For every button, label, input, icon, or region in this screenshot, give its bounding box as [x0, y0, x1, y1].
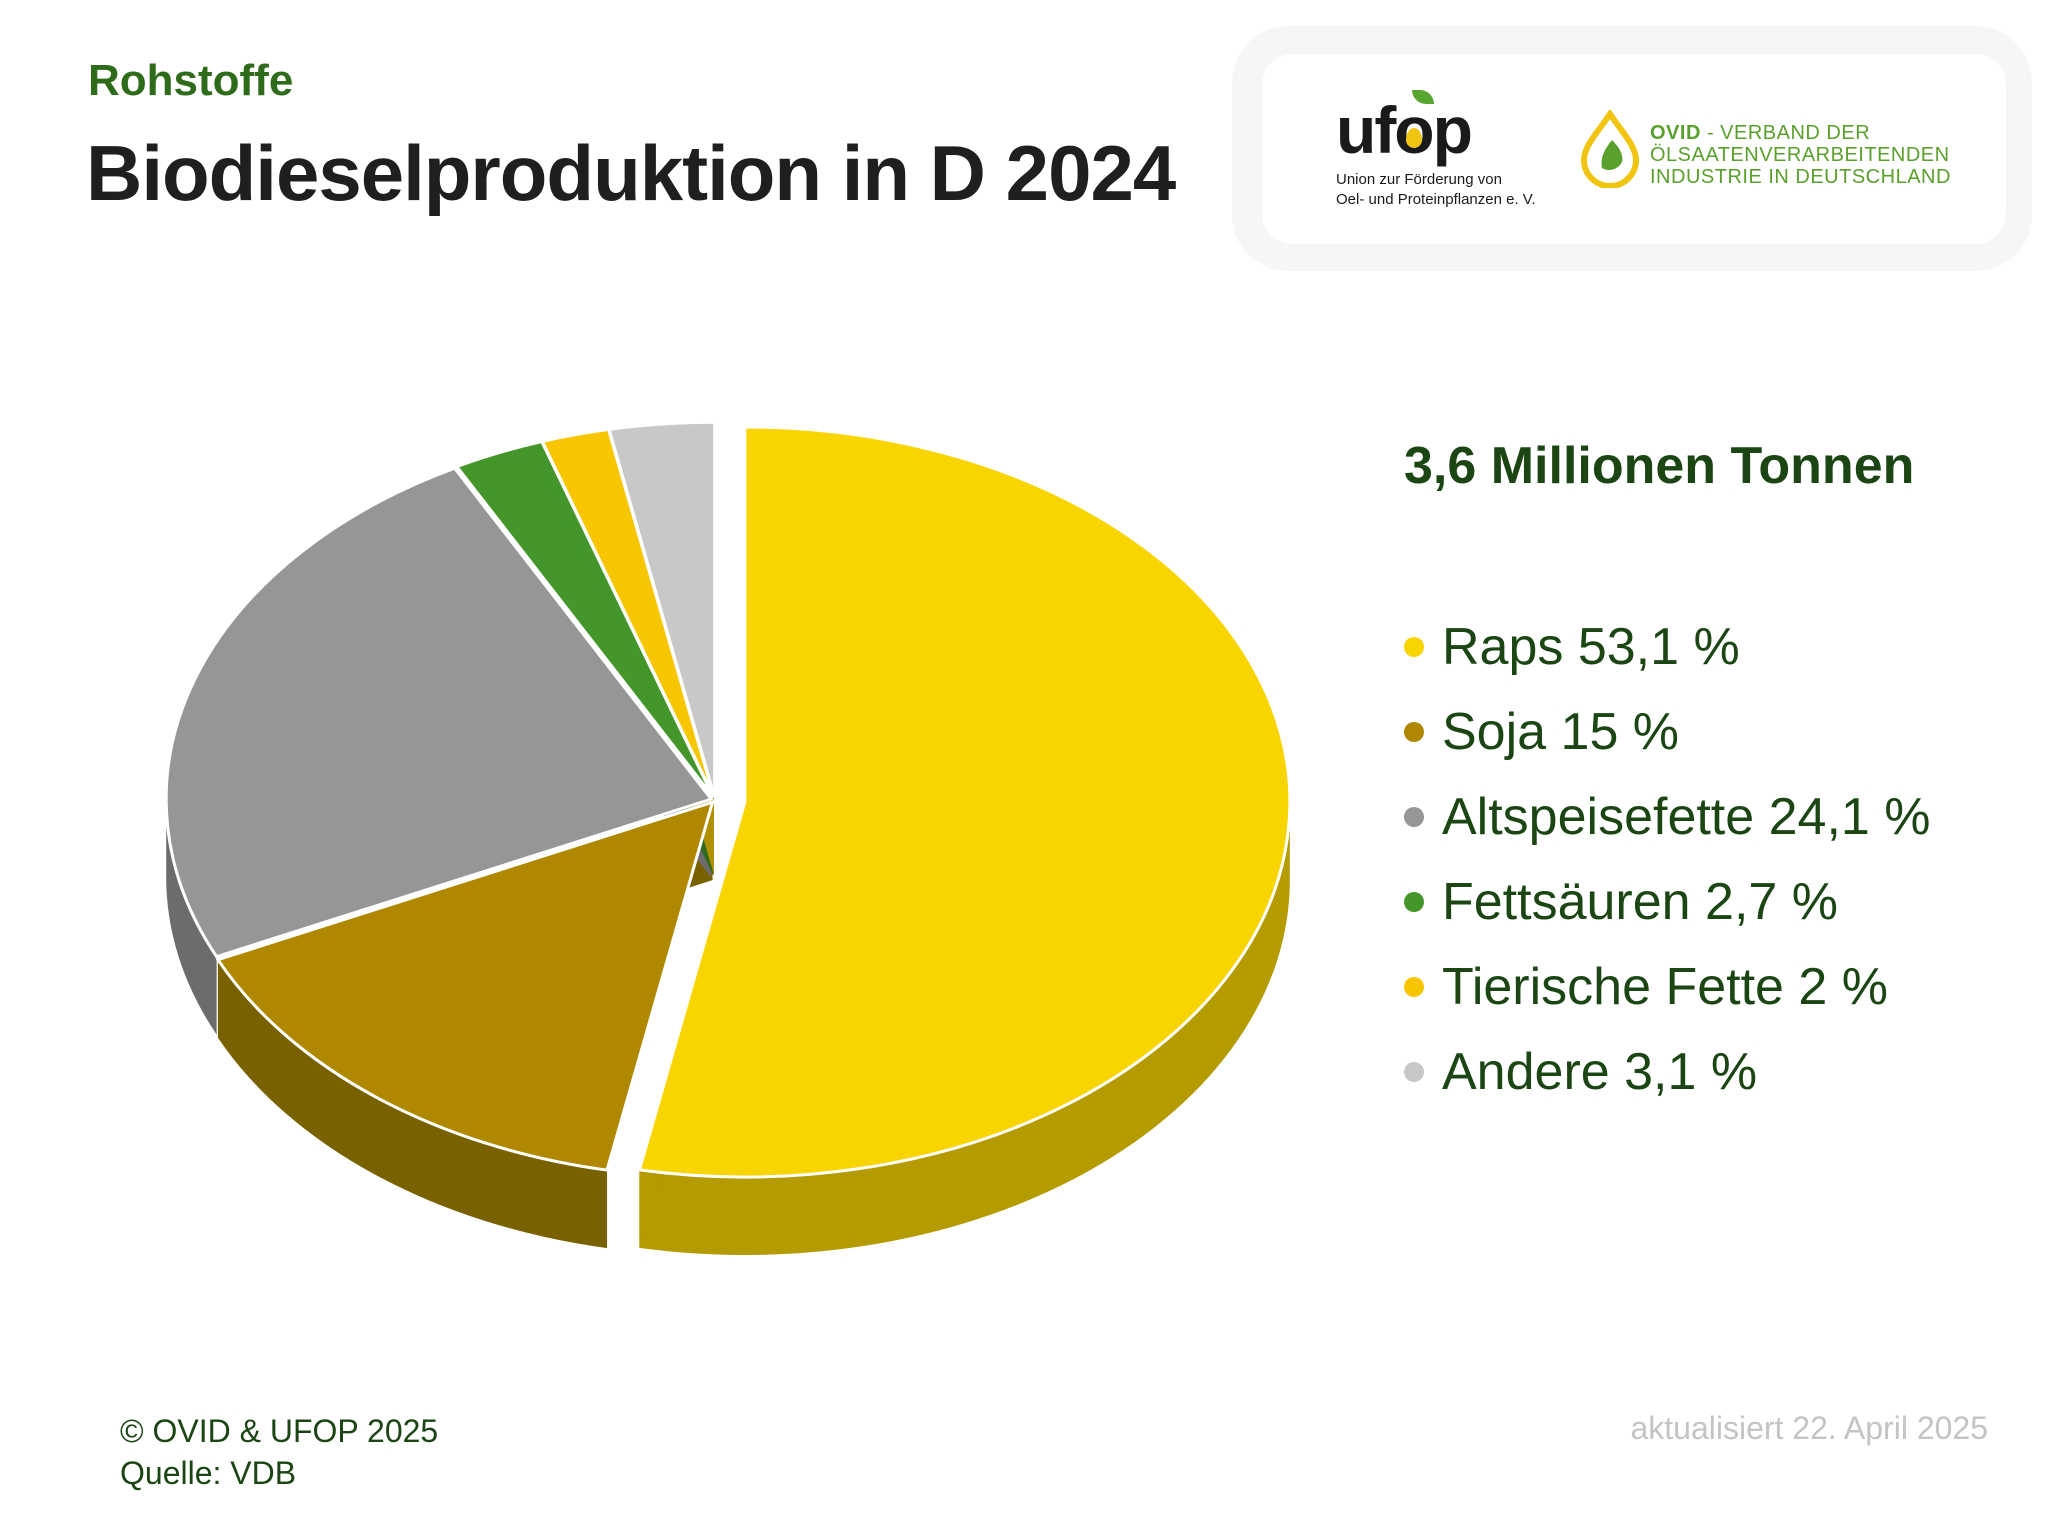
ufop-subtitle: Union zur Förderung von Oel- und Protein… [1336, 170, 1536, 210]
legend-dot-icon [1404, 721, 1424, 742]
ovid-drop-icon [1580, 110, 1640, 188]
legend-label: Tierische Fette 2 % [1442, 957, 1889, 1016]
ovid-wordmark: OVID - VERBAND DER ÖLSAATENVERARBEITENDE… [1650, 122, 1951, 188]
legend-label: Soja 15 % [1442, 702, 1680, 761]
updated-date: aktualisiert 22. April 2025 [1630, 1410, 1988, 1446]
legend-label: Andere 3,1 % [1442, 1042, 1758, 1101]
copyright-text: © OVID & UFOP 2025 [120, 1413, 439, 1449]
pie-slice-2 [164, 466, 714, 959]
legend-item-1: Soja 15 % [1404, 689, 1931, 774]
ovid-name: OVID [1650, 122, 1701, 144]
leaf-icon [1412, 90, 1434, 104]
footer-credits: © OVID & UFOP 2025 Quelle: VDB [120, 1410, 438, 1494]
ovid-line-3: INDUSTRIE IN DEUTSCHLAND [1650, 166, 1951, 188]
pie-side-1 [217, 959, 608, 1249]
legend-label: Raps 53,1 % [1442, 617, 1740, 676]
pie-slice-1 [215, 799, 715, 1172]
pie-chart [164, 420, 1292, 1256]
ufop-subtitle-line-1: Union zur Förderung von [1336, 171, 1502, 188]
source-text: Quelle: VDB [120, 1455, 297, 1491]
legend-label: Fettsäuren 2,7 % [1442, 872, 1838, 931]
legend-item-2: Altspeisefette 24,1 % [1404, 774, 1931, 859]
pie-slice-0 [637, 425, 1292, 1179]
legend-dot-icon [1404, 891, 1424, 912]
pie-side-2 [166, 799, 217, 1035]
legend-item-5: Andere 3,1 % [1404, 1029, 1931, 1114]
page-title: Biodieselproduktion in D 2024 [86, 129, 1176, 217]
legend-item-0: Raps 53,1 % [1404, 604, 1931, 689]
legend-dot-icon [1404, 636, 1424, 657]
ufop-logo: ufop [1336, 93, 1473, 167]
legend-dot-icon [1404, 806, 1424, 827]
kicker-label: Rohstoffe [88, 56, 294, 105]
oil-drop-icon [1406, 128, 1422, 148]
legend-item-3: Fettsäuren 2,7 % [1404, 859, 1931, 944]
legend-dot-icon [1404, 1061, 1424, 1082]
pie-slice-5 [607, 420, 717, 798]
ovid-line-2: ÖLSAATENVERARBEITENDEN [1650, 144, 1950, 166]
ufop-subtitle-line-2: Oel- und Proteinpflanzen e. V. [1336, 191, 1536, 208]
pie-side-0 [639, 802, 1290, 1256]
legend-item-4: Tierische Fette 2 % [1404, 944, 1931, 1029]
total-label: 3,6 Millionen Tonnen [1404, 437, 1915, 495]
legend-label: Altspeisefette 24,1 % [1442, 787, 1931, 846]
chart-legend: Raps 53,1 % Soja 15 % Altspeisefette 24,1 … [1404, 604, 1931, 1114]
ovid-line-1: - VERBAND DER [1700, 122, 1871, 144]
legend-dot-icon [1404, 976, 1424, 997]
